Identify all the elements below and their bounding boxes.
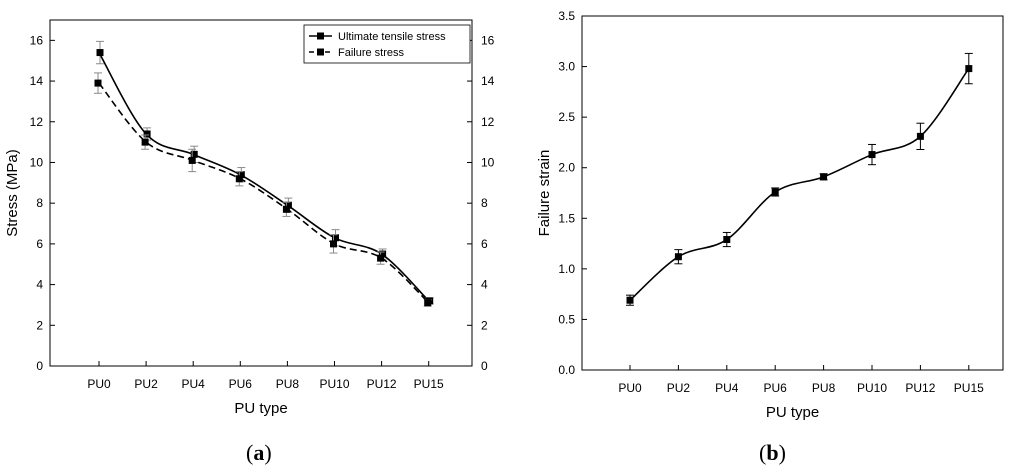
data-point — [377, 254, 385, 262]
plot-frame — [49, 19, 473, 367]
legend-label: Failure stress — [338, 47, 405, 59]
y-right-tick-label: 8 — [481, 196, 488, 210]
y-tick-label: 0 — [36, 359, 43, 373]
x-tick-label: PU4 — [715, 381, 739, 395]
x-tick-label: PU12 — [905, 381, 935, 395]
data-point — [330, 240, 337, 248]
data-point — [94, 79, 102, 87]
y-tick-label: 2.0 — [558, 161, 575, 175]
data-point — [424, 299, 432, 307]
x-tick-label: PU10 — [857, 381, 887, 395]
series-1 — [626, 52, 973, 306]
x-tick-label: PU6 — [764, 381, 788, 395]
data-point — [674, 253, 682, 261]
data-point — [916, 132, 924, 140]
y-right-tick-label: 16 — [481, 33, 495, 47]
data-point — [771, 188, 779, 196]
y-tick-label: 4 — [36, 278, 43, 292]
panel-b-strain-chart: 0.0 0.5 1.0 1.5 2.0 2.5 3.0 3.5 PU0 PU2 PU4 PU6 PU8 P… — [536, 9, 1004, 421]
y-tick-label: 0.0 — [558, 363, 575, 377]
data-point — [723, 236, 731, 244]
data-point — [235, 175, 243, 183]
y-tick-label: 3.5 — [558, 9, 575, 23]
y-axis-title: Failure strain — [536, 150, 553, 237]
x-tick-label: PU10 — [319, 377, 349, 391]
y-tick-label: 14 — [30, 74, 44, 88]
x-axis-title: PU type — [766, 404, 819, 421]
series-line — [629, 68, 970, 301]
data-point — [965, 65, 973, 73]
y-tick-label: 10 — [30, 155, 44, 169]
y-right-tick-label: 0 — [481, 359, 488, 373]
x-tick-label: PU8 — [276, 377, 300, 391]
series-line — [98, 52, 430, 302]
data-point — [143, 130, 151, 138]
data-point — [282, 205, 290, 213]
x-tick-label: PU2 — [667, 381, 691, 395]
data-point — [284, 201, 292, 209]
y-tick-label: 1.5 — [558, 211, 575, 225]
y-tick-label: 2 — [36, 318, 43, 332]
panel-a-stress-chart: 0 0 2 2 4 4 6 6 8 8 10 10 12 12 14 14 16 16 PU0 PU2 PU4 PU6 PU… — [4, 19, 495, 417]
data-point — [188, 156, 196, 164]
legend-box — [303, 24, 471, 64]
data-point — [868, 151, 876, 159]
series-2 — [94, 72, 432, 307]
x-tick-label: PU4 — [182, 377, 206, 391]
x-tick-label: PU2 — [134, 377, 158, 391]
y-tick-label: 1.0 — [558, 262, 575, 276]
y-right-tick-label: 4 — [481, 278, 488, 292]
x-tick-label: PU6 — [229, 377, 253, 391]
caption-a: (a) — [246, 440, 272, 465]
y-right-tick-label: 2 — [481, 318, 488, 332]
data-point — [820, 173, 828, 181]
y-right-tick-label: 6 — [481, 237, 488, 251]
x-tick-label: PU0 — [618, 381, 642, 395]
y-tick-label: 2.5 — [558, 110, 575, 124]
legend-label: Ultimate tensile stress — [338, 31, 446, 43]
data-point — [96, 49, 104, 57]
x-axis-title: PU type — [234, 400, 287, 417]
caption-b: (b) — [759, 440, 786, 465]
plot-frame — [581, 15, 1004, 371]
x-tick-label: PU15 — [954, 381, 984, 395]
y-tick-label: 16 — [30, 33, 44, 47]
data-point — [626, 296, 634, 304]
y-axis-title: Stress (MPa) — [4, 149, 21, 237]
y-right-tick-label: 10 — [481, 155, 495, 169]
y-tick-label: 8 — [36, 196, 43, 210]
legend: Ultimate tensile stress Failure stress — [303, 24, 471, 64]
y-tick-label: 3.0 — [558, 60, 575, 74]
x-tick-label: PU15 — [414, 377, 444, 391]
x-tick-label: PU12 — [367, 377, 397, 391]
data-point — [190, 150, 198, 158]
y-tick-label: 0.5 — [558, 312, 575, 326]
y-tick-label: 6 — [36, 237, 43, 251]
legend-marker — [317, 48, 324, 56]
data-point — [332, 234, 339, 242]
y-right-tick-label: 12 — [481, 115, 495, 129]
data-point — [237, 171, 245, 179]
y-right-tick-label: 14 — [481, 74, 495, 88]
legend-marker — [317, 32, 324, 40]
series-1 — [96, 40, 434, 305]
x-tick-label: PU8 — [812, 381, 836, 395]
x-tick-label: PU0 — [87, 377, 111, 391]
data-point — [141, 138, 149, 146]
series-line — [98, 82, 430, 304]
data-point — [379, 250, 387, 258]
y-tick-label: 12 — [30, 115, 44, 129]
